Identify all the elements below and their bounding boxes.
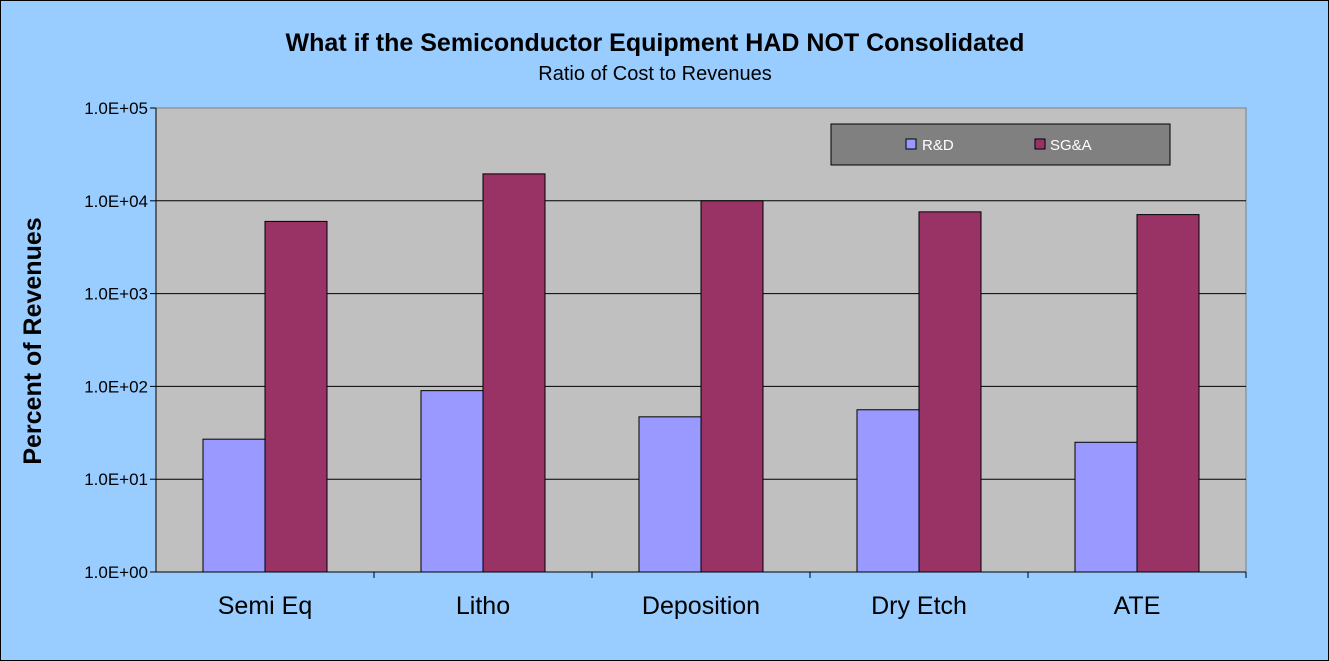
bar-rnd xyxy=(1074,441,1138,573)
y-tick-label: 1.0E+04 xyxy=(84,192,148,211)
y-tick-label: 1.0E+02 xyxy=(84,377,148,396)
bar-rnd xyxy=(638,416,702,573)
legend-swatch-sga xyxy=(1034,138,1046,150)
bar-rnd xyxy=(856,409,920,573)
x-tick-label: Litho xyxy=(456,592,510,620)
bar-sga xyxy=(1136,214,1200,573)
bar-sga xyxy=(700,200,764,573)
bar-sga xyxy=(918,211,982,573)
y-tick-label: 1.0E+01 xyxy=(84,470,148,489)
axes: 1.0E+00 1.0E+01 1.0E+02 1.0E+03 1.0E+04 1.0E+… xyxy=(84,99,1247,620)
bar-rnd xyxy=(202,438,266,573)
chart-title: What if the Semiconductor Equipment HAD … xyxy=(286,29,1025,57)
bars xyxy=(202,173,1200,573)
bar-rnd xyxy=(420,390,484,573)
bar-sga xyxy=(264,220,328,573)
x-tick-label: Deposition xyxy=(642,592,760,620)
legend: R&D SG&A xyxy=(830,123,1171,166)
x-tick-label: ATE xyxy=(1114,592,1161,620)
y-axis-label: Percent of Revenues xyxy=(19,217,47,464)
y-tick-label: 1.0E+05 xyxy=(84,99,148,118)
legend-label-rnd: R&D xyxy=(922,137,954,154)
legend-swatch-rnd xyxy=(905,138,917,150)
legend-label-sga: SG&A xyxy=(1050,137,1092,154)
legend-box xyxy=(830,123,1171,166)
x-tick-label: Semi Eq xyxy=(218,592,312,620)
x-tick-label: Dry Etch xyxy=(871,592,967,620)
y-tick-label: 1.0E+00 xyxy=(84,563,148,582)
bar-sga xyxy=(482,173,546,573)
chart-subtitle: Ratio of Cost to Revenues xyxy=(538,63,771,85)
y-tick-label: 1.0E+03 xyxy=(84,285,148,304)
